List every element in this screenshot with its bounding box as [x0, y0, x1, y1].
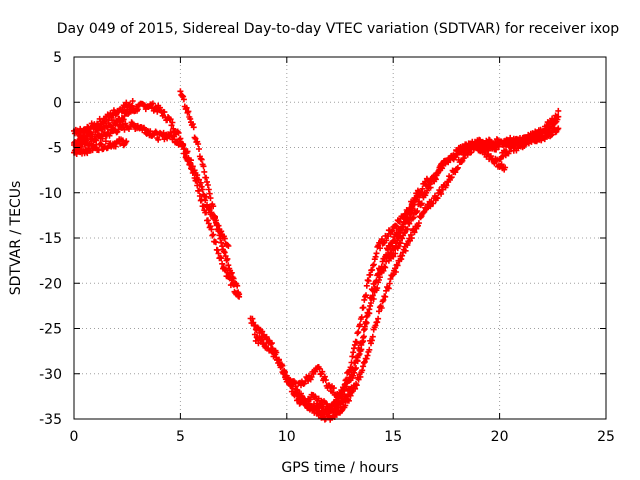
- y-axis-title: SDTVAR / TECUs: [8, 181, 24, 296]
- x-tick-label: 0: [70, 429, 79, 445]
- x-tick-label: 10: [278, 429, 296, 445]
- y-tick-label: -35: [39, 412, 62, 428]
- y-tick-label: -25: [39, 322, 62, 338]
- series-track-i: [305, 136, 502, 415]
- x-tick-label: 15: [384, 429, 402, 445]
- data-point-markers: [294, 141, 481, 423]
- y-tick-label: -15: [39, 231, 62, 247]
- y-tick-label: -5: [48, 141, 62, 157]
- y-tick-label: -30: [39, 367, 62, 383]
- data-point-markers: [177, 88, 243, 298]
- data-point-markers: [305, 136, 502, 415]
- data-point-markers: [475, 124, 562, 150]
- series-track-m: [475, 124, 562, 150]
- grid: [74, 57, 606, 419]
- series-track-e: [177, 88, 243, 298]
- series-track-f: [247, 187, 421, 418]
- x-axis-title: GPS time / hours: [281, 460, 398, 476]
- chart-title: Day 049 of 2015, Sidereal Day-to-day VTE…: [57, 21, 620, 37]
- x-tick-label: 25: [597, 429, 615, 445]
- y-tick-label: 5: [53, 50, 62, 66]
- x-tick-label: 5: [176, 429, 185, 445]
- y-tick-label: -10: [39, 186, 62, 202]
- data-point-markers: [247, 187, 421, 418]
- y-tick-label: -20: [39, 276, 62, 292]
- axis-ticks: 0 5 10 15 20 25 -35 -30 -25 -20 -15 -10 -5 0 5: [39, 50, 615, 445]
- x-tick-label: 20: [491, 429, 509, 445]
- series-track-h: [294, 141, 481, 423]
- y-tick-label: 0: [53, 95, 62, 111]
- data-points: [71, 88, 562, 423]
